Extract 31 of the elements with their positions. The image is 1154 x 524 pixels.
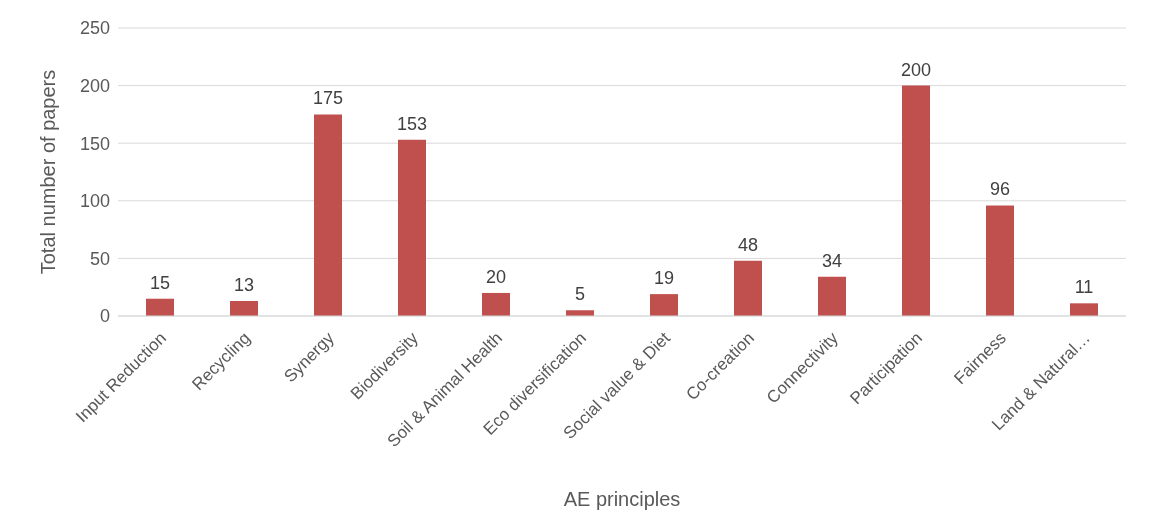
x-axis-title: AE principles [563, 488, 681, 510]
bar [650, 294, 678, 316]
bar [482, 292, 510, 316]
y-tick-label: 200 [79, 75, 110, 96]
data-label: 13 [233, 275, 255, 296]
data-label: 34 [821, 250, 843, 271]
y-tick-label: 250 [79, 18, 110, 39]
bar [1070, 303, 1098, 316]
bar [902, 85, 930, 316]
bar [818, 276, 846, 316]
bar [146, 298, 174, 316]
bar [398, 139, 426, 316]
bar [986, 205, 1014, 316]
data-label: 96 [989, 179, 1011, 200]
data-label: 5 [574, 284, 586, 305]
y-tick-label: 100 [79, 191, 110, 212]
bar [314, 114, 342, 316]
bar [734, 260, 762, 316]
data-label: 15 [149, 272, 171, 293]
y-tick-label: 150 [79, 133, 110, 154]
data-label: 20 [485, 266, 507, 287]
data-label: 48 [737, 234, 759, 255]
y-tick-label: 0 [99, 306, 110, 327]
y-tick-label: 50 [89, 248, 110, 269]
data-label: 11 [1074, 277, 1094, 298]
data-label: 175 [312, 88, 344, 109]
data-label: 153 [396, 113, 428, 134]
y-axis-title: Total number of papers [37, 69, 60, 275]
bar [230, 301, 258, 316]
data-label: 19 [653, 268, 675, 289]
data-label: 200 [900, 59, 932, 80]
